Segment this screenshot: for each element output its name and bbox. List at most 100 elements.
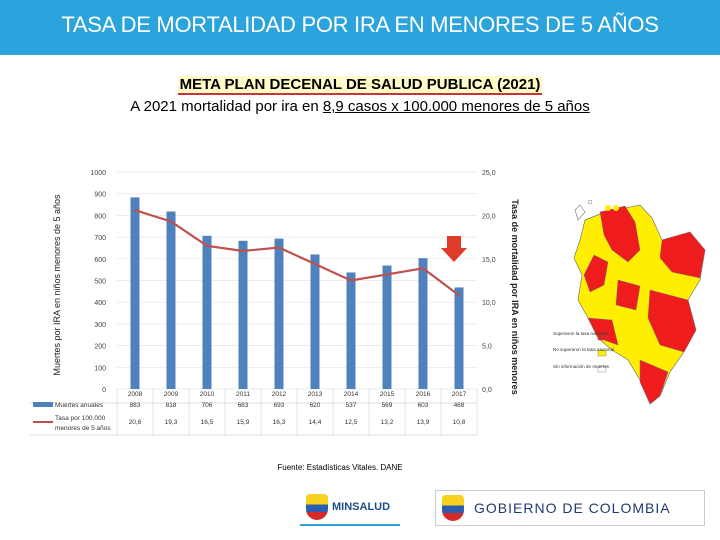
bar-data-label: 706 <box>202 402 213 409</box>
bar <box>310 254 320 389</box>
source-note: Fuente: Estadísticas Vitales. DANE <box>277 463 402 472</box>
coat-of-arms-icon <box>306 494 328 520</box>
x-tick-label: 2017 <box>452 391 467 398</box>
x-tick-label: 2013 <box>308 391 323 398</box>
rate-data-label: 10,8 <box>453 419 466 426</box>
map-island <box>605 205 611 211</box>
bar-series <box>130 197 464 389</box>
bar-data-label: 468 <box>454 402 465 409</box>
legend-swatch <box>597 365 607 373</box>
x-tick-label: 2011 <box>236 391 250 398</box>
y-right-tick-label: 10,0 <box>482 300 496 307</box>
x-tick-label: 2012 <box>272 391 287 398</box>
data-table: 2008 883 20,6 2009 818 19,3 2010 706 16,5 2011 683… <box>30 389 478 436</box>
map-legend: Superaron la tasa nacional No superaron … <box>553 331 614 373</box>
rate-point <box>242 249 244 252</box>
title-banner: TASA DE MORTALIDAD POR IRA EN MENORES DE… <box>0 0 720 55</box>
legend-key-bar <box>33 402 53 407</box>
y-left-tick-label: 500 <box>94 279 106 286</box>
y-left-tick-label: 1000 <box>90 170 106 177</box>
gobierno-logo: GOBIERNO DE COLOMBIA <box>435 490 705 526</box>
colombia-map <box>573 199 706 405</box>
bar-data-label: 620 <box>310 402 321 409</box>
x-tick-label: 2008 <box>128 391 143 398</box>
map-island <box>587 199 593 205</box>
table-row-label: Tasa por 100.000 <box>55 415 106 422</box>
minsalud-logo: MINSALUD <box>300 490 400 526</box>
y-right-tick-label: 0,0 <box>482 387 492 394</box>
y-right-tick-label: 25,0 <box>482 170 496 177</box>
bar-data-label: 883 <box>130 402 141 409</box>
coat-of-arms-icon <box>442 495 464 521</box>
rate-line-series <box>134 209 460 297</box>
y-left-tick-label: 400 <box>94 300 106 307</box>
bar <box>418 258 428 389</box>
rate-data-label: 13,9 <box>417 419 430 426</box>
map-region-red <box>639 359 669 405</box>
rate-point <box>314 263 316 266</box>
map-region-red <box>587 317 619 346</box>
map-region-red <box>647 289 697 353</box>
bar <box>238 240 248 389</box>
legend-label: No superaron la tasa nacional <box>553 347 614 352</box>
y-left-tick-label: 300 <box>94 322 106 329</box>
bar <box>454 287 464 389</box>
map-island <box>574 204 586 221</box>
y-right-tick-label: 20,0 <box>482 213 496 220</box>
x-tick-label: 2015 <box>380 391 395 398</box>
y-right-tick-label: 15,0 <box>482 257 496 264</box>
y-left-axis-title: Muertes por IRA en niños menores de 5 añ… <box>52 194 62 376</box>
y-left-tick-label: 700 <box>94 235 106 242</box>
y-left-tick-label: 0 <box>102 387 106 394</box>
chart-gridlines <box>117 171 477 390</box>
rate-point <box>134 209 136 212</box>
bar-data-label: 683 <box>238 402 249 409</box>
rate-point <box>386 273 388 276</box>
table-row-label: Muertes anuales <box>55 402 104 409</box>
bar <box>346 272 356 389</box>
bar-data-label: 693 <box>274 402 285 409</box>
y-left-tick-label: 800 <box>94 213 106 220</box>
map-region-red <box>659 231 706 279</box>
rate-point <box>422 267 424 270</box>
legend-swatch <box>597 333 607 341</box>
rate-data-label: 20,6 <box>129 419 142 426</box>
bar <box>202 235 212 389</box>
x-tick-label: 2009 <box>164 391 179 398</box>
y-left-tick-label: 900 <box>94 192 106 199</box>
table-row-label: menores de 5 años <box>55 425 111 432</box>
legend-label: Superaron la tasa nacional <box>553 331 608 336</box>
rate-data-label: 19,3 <box>165 419 178 426</box>
footer-logos: MINSALUD GOBIERNO DE COLOMBIA <box>0 490 720 530</box>
y-left-tick-label: 200 <box>94 344 106 351</box>
rate-point <box>278 246 280 249</box>
bar-data-label: 818 <box>166 402 177 409</box>
bar <box>166 211 176 389</box>
rate-data-label: 16,5 <box>201 419 214 426</box>
down-arrow-icon <box>441 236 467 262</box>
rate-line <box>134 209 460 297</box>
bar-data-label: 603 <box>418 402 429 409</box>
page-title: TASA DE MORTALIDAD POR IRA EN MENORES DE… <box>61 12 659 37</box>
minsalud-text: MINSALUD <box>332 501 391 513</box>
rate-point <box>458 294 460 297</box>
map-region-red <box>583 254 609 293</box>
y-left-tick-label: 100 <box>94 365 106 372</box>
map-island <box>613 205 619 211</box>
rate-data-label: 14,4 <box>309 419 322 426</box>
goal-statement: A 2021 mortalidad por ira en 8,9 casos x… <box>0 98 720 115</box>
map-region-red <box>599 205 641 263</box>
y-right-tick-label: 5,0 <box>482 344 492 351</box>
chart-axes: 0 100 200 300 400 500 600 700 800 900 1000 0,0 5,0 10… <box>52 170 520 395</box>
bar <box>382 265 392 389</box>
rate-data-label: 12,5 <box>345 419 358 426</box>
map-region-red <box>615 279 641 311</box>
goal-target: 8,9 casos x 100.000 menores de 5 años <box>322 98 590 115</box>
rate-data-label: 13,2 <box>381 419 394 426</box>
rate-data-label: 16,3 <box>273 419 286 426</box>
subtitle-text: META PLAN DECENAL DE SALUD PUBLICA (2021… <box>177 76 543 95</box>
y-left-tick-label: 600 <box>94 257 106 264</box>
bar-data-label: 569 <box>382 402 393 409</box>
gobierno-text: GOBIERNO DE COLOMBIA <box>474 500 671 516</box>
goal-text: A 2021 mortalidad por ira en <box>130 98 323 115</box>
